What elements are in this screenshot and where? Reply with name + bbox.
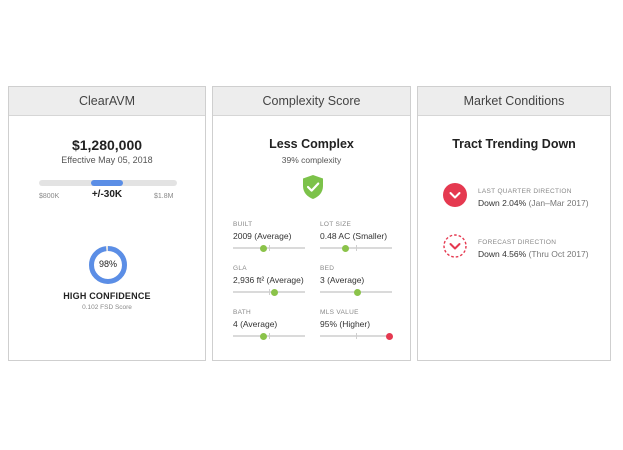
metric-value: 2,936 ft² (Average): [233, 275, 304, 285]
metric-label: GLA: [233, 265, 247, 272]
market-heading: Tract Trending Down: [452, 137, 576, 151]
metric-marker: [342, 244, 350, 252]
forecast-change: Down 4.56%: [478, 249, 527, 259]
metric-marker: [386, 332, 394, 340]
avm-effective-date: Effective May 05, 2018: [61, 155, 153, 165]
clearavm-card: ClearAVM $1,280,000 Effective May 05, 20…: [8, 86, 206, 361]
metric-track: [233, 244, 305, 252]
metric-marker: [260, 244, 268, 252]
metric-label: BUILT: [233, 221, 253, 228]
chevron-down-circle-icon: [443, 183, 467, 207]
metric-track: [233, 332, 305, 340]
last-quarter-value: Down 2.04% (Jan–Mar 2017): [478, 198, 589, 208]
last-quarter-label: LAST QUARTER DIRECTION: [478, 188, 572, 195]
forecast-period: (Thru Oct 2017): [528, 249, 589, 259]
value-range-fill: [91, 180, 123, 186]
market-conditions-card: Market Conditions Tract Trending Down LA…: [417, 86, 611, 361]
metric-value: 3 (Average): [320, 275, 365, 285]
forecast-value: Down 4.56% (Thru Oct 2017): [478, 249, 589, 259]
metric-label: LOT SIZE: [320, 221, 352, 228]
shield-check-icon: [303, 175, 323, 199]
fsd-score: 0.102 FSD Score: [82, 304, 132, 311]
confidence-percent: 98%: [98, 259, 117, 269]
confidence-donut: [89, 246, 127, 284]
avm-price: $1,280,000: [71, 137, 143, 153]
metric-value: 0.48 AC (Smaller): [320, 231, 388, 241]
metric-label: BATH: [233, 309, 252, 316]
market-card-title: Market Conditions: [418, 87, 610, 116]
chevron-down-dashed-circle-icon: [443, 234, 467, 258]
clearavm-card-title: ClearAVM: [9, 87, 205, 116]
metric-value: 95% (Higher): [320, 319, 371, 329]
metric-track: [320, 244, 392, 252]
last-quarter-period: (Jan–Mar 2017): [528, 198, 589, 208]
range-low-label: $800K: [39, 193, 60, 200]
complexity-heading: Less Complex: [269, 137, 354, 151]
complexity-percent: 39% complexity: [281, 155, 342, 165]
complexity-card: Complexity Score Less Complex 39% comple…: [212, 86, 411, 361]
metric-bath: BATH 4 (Average): [233, 309, 305, 340]
metric-label: BED: [320, 265, 335, 272]
metric-value: 2009 (Average): [233, 231, 292, 241]
metric-mls-value: MLS VALUE 95% (Higher): [320, 309, 394, 340]
metric-lot-size: LOT SIZE 0.48 AC (Smaller): [320, 221, 392, 252]
forecast-label: FORECAST DIRECTION: [478, 239, 557, 246]
metric-built: BUILT 2009 (Average): [233, 221, 305, 252]
metric-track: [320, 288, 392, 296]
metric-gla: GLA 2,936 ft² (Average): [233, 265, 305, 296]
metric-marker: [353, 288, 361, 296]
metric-bed: BED 3 (Average): [320, 265, 392, 296]
metric-track: [233, 288, 305, 296]
range-plus-minus: +/-30K: [91, 189, 123, 200]
metric-label: MLS VALUE: [320, 309, 359, 316]
range-high-label: $1.8M: [154, 193, 174, 200]
confidence-label: HIGH CONFIDENCE: [63, 291, 151, 301]
metric-track: [320, 332, 394, 340]
metric-marker: [270, 288, 278, 296]
last-quarter-change: Down 2.04%: [478, 198, 527, 208]
metric-marker: [259, 332, 267, 340]
metric-value: 4 (Average): [233, 319, 278, 329]
complexity-card-title: Complexity Score: [213, 87, 410, 116]
